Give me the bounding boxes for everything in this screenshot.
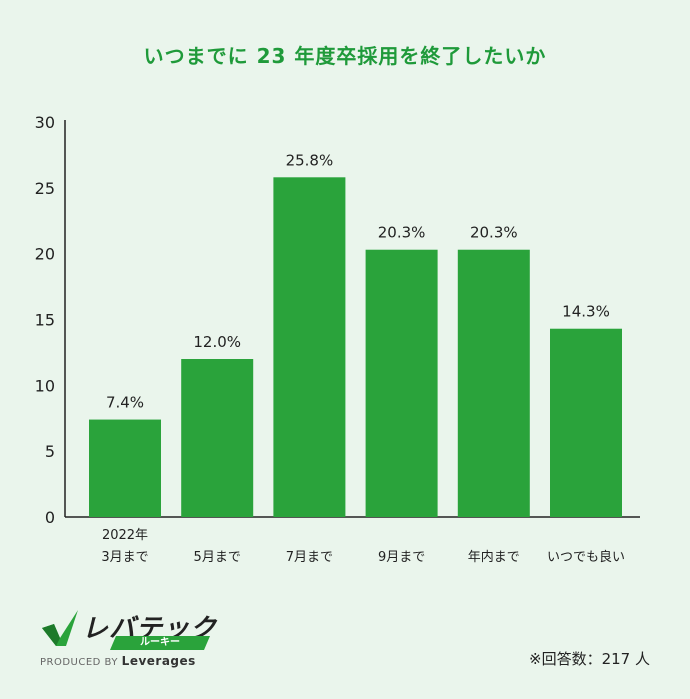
category-label: いつでも良い	[547, 549, 625, 565]
y-tick-label: 5	[45, 442, 55, 461]
y-tick-label: 30	[35, 113, 55, 132]
brand-text: Leverages	[121, 654, 196, 668]
axes: 0 5 10 15 20 25 30	[35, 113, 640, 527]
category-label: 5月まで	[194, 550, 241, 565]
bar	[273, 177, 346, 518]
data-label: 20.3%	[470, 224, 518, 242]
category-label: 2022年	[102, 528, 148, 543]
data-label: 25.8%	[286, 151, 334, 169]
bar-chart: 0 5 10 15 20 25 30 7.4% 2022年 3月まで 12.0% 5月まで 25.8%…	[35, 113, 640, 565]
data-label: 14.3%	[562, 303, 610, 321]
logo-sub-text: ルーキー	[110, 636, 210, 650]
category-label: 9月まで	[378, 550, 425, 565]
labels: 7.4% 2022年 3月まで 12.0% 5月まで 25.8% 7月まで 20.3% 9月まで…	[101, 151, 625, 565]
bars	[89, 177, 622, 518]
bar	[365, 249, 438, 517]
y-tick-label: 25	[35, 179, 55, 198]
data-label: 7.4%	[106, 394, 144, 412]
bar	[550, 328, 622, 517]
y-tick-label: 20	[35, 245, 55, 264]
data-label: 12.0%	[193, 333, 241, 351]
bar	[89, 419, 161, 517]
bar	[181, 359, 254, 517]
y-tick-label: 0	[45, 508, 55, 527]
chart-title: いつまでに 23 年度卒採用を終了したいか	[143, 44, 547, 68]
y-tick-label: 15	[35, 311, 55, 330]
produced-by-text: PRODUCED BY	[40, 657, 118, 668]
checkmark-icon	[42, 610, 78, 646]
bar	[457, 249, 530, 517]
category-label: 年内まで	[468, 549, 520, 565]
respondent-count: ※回答数：217 人	[529, 650, 650, 668]
logo-produced-by: PRODUCED BY Leverages	[40, 654, 196, 668]
category-label: 7月まで	[286, 550, 333, 565]
category-label: 3月まで	[101, 550, 148, 565]
y-tick-label: 10	[35, 376, 55, 395]
data-label: 20.3%	[378, 224, 426, 242]
company-logo: レバテック ルーキー PRODUCED BY Leverages	[40, 608, 220, 668]
